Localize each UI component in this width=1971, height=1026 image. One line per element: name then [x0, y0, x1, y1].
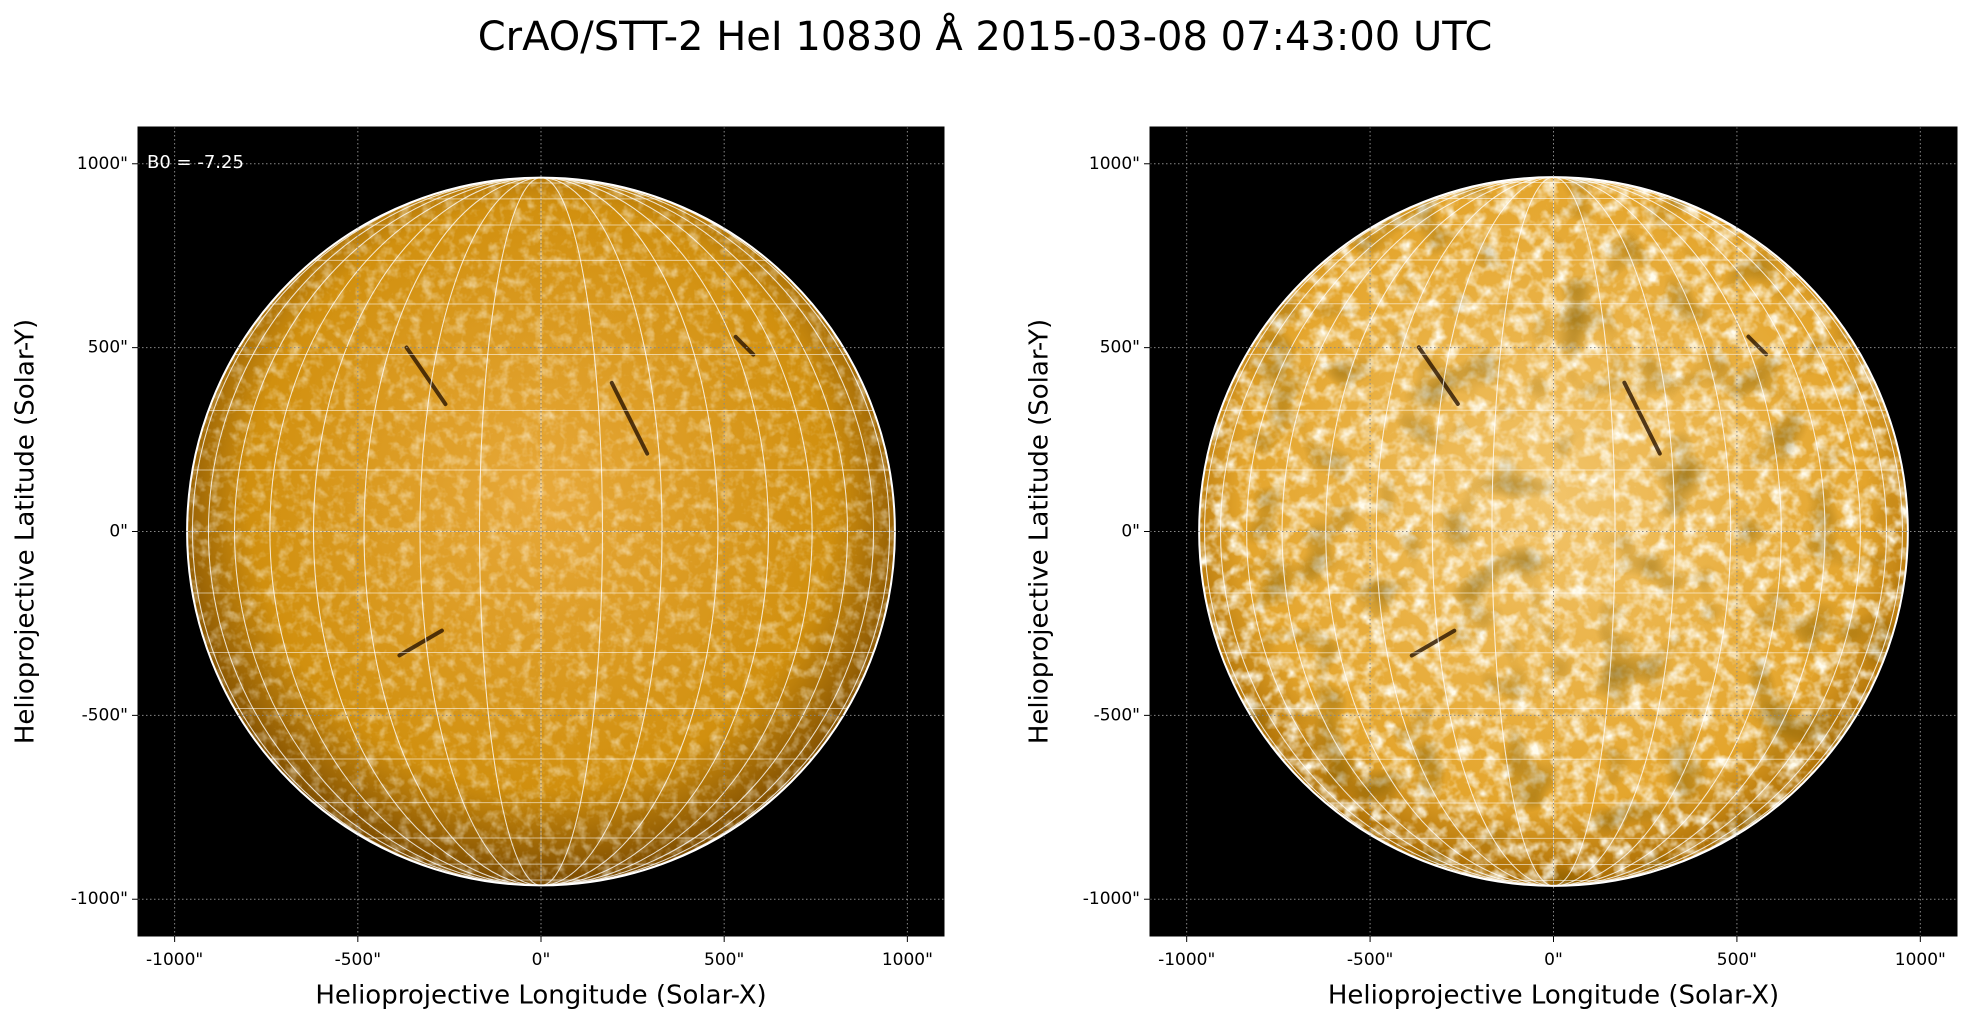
filament [397, 628, 444, 658]
x-tick-label: 1000" [1895, 950, 1946, 970]
filament [1409, 628, 1457, 658]
x-tick-label: 0" [1544, 950, 1563, 970]
y-tick-label: -500" [82, 705, 128, 725]
x-tick-label: 1000" [882, 950, 933, 970]
axes-frame [137, 126, 945, 937]
y-tick-label: 1000" [1089, 154, 1140, 174]
x-axis-label: Helioprojective Longitude (Solar-X) [1328, 981, 1779, 1011]
y-tick-label: -500" [1094, 705, 1140, 725]
figure-title: CrAO/STT-2 HeI 10830 Å 2015-03-08 07:43:… [478, 12, 1493, 60]
filament [404, 345, 448, 407]
filament [1622, 380, 1662, 456]
filament [609, 380, 650, 456]
y-tick-label: 0" [1121, 522, 1140, 542]
annotation: B0 = -7.25 [147, 152, 244, 173]
x-tick-label: -500" [335, 950, 381, 970]
axes-frame [1149, 126, 1958, 937]
x-tick-label: 0" [532, 950, 551, 970]
x-tick-label: 500" [704, 950, 744, 970]
filament [1416, 345, 1460, 406]
y-axis-label: Helioprojective Latitude (Solar-Y) [11, 319, 41, 744]
y-axis-label: Helioprojective Latitude (Solar-Y) [1025, 319, 1055, 744]
y-tick-label: 0" [109, 522, 128, 542]
y-tick-label: -1000" [1083, 889, 1140, 909]
x-tick-label: -500" [1347, 950, 1393, 970]
y-tick-label: 500" [1100, 338, 1140, 358]
x-axis-label: Helioprojective Longitude (Solar-X) [315, 981, 766, 1011]
y-tick-label: 1000" [77, 154, 128, 174]
x-tick-label: -1000" [1158, 950, 1215, 970]
y-tick-label: -1000" [71, 889, 128, 909]
x-tick-label: -1000" [146, 950, 203, 970]
filament [733, 334, 756, 357]
filament [1746, 334, 1769, 357]
y-tick-label: 500" [88, 338, 128, 358]
x-tick-label: 500" [1717, 950, 1757, 970]
